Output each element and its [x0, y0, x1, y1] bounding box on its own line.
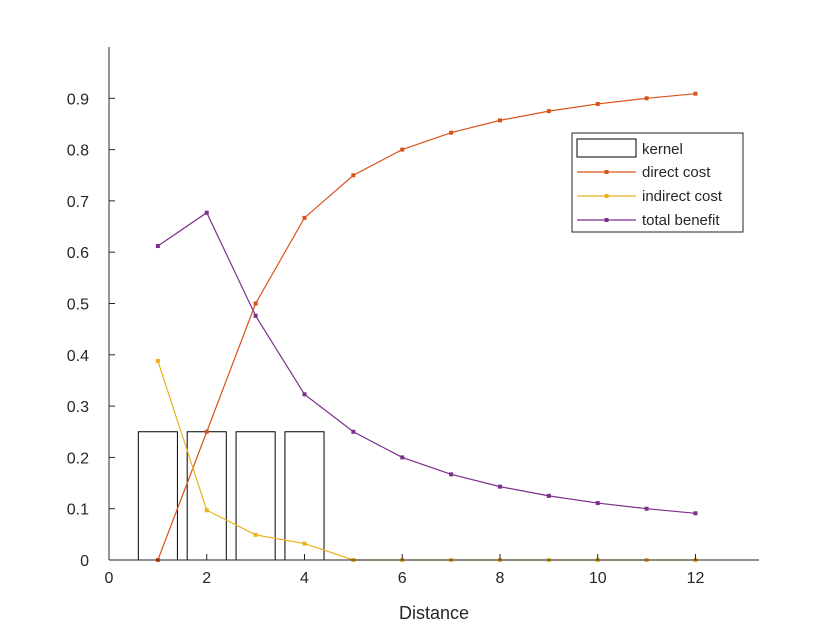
total-benefit-point: [302, 392, 307, 397]
legend-kernel-swatch: [576, 138, 637, 158]
kernel-bar: [235, 431, 276, 561]
direct-cost-point: [693, 91, 698, 96]
kernel-bars: [137, 431, 325, 561]
total-benefit-point: [693, 511, 698, 516]
y-tick-label: 0.3: [67, 399, 89, 416]
y-tick-label: 0.5: [67, 297, 89, 314]
total-benefit-point: [351, 429, 356, 434]
x-tick-label: 10: [589, 570, 607, 587]
total-benefit-point: [546, 493, 551, 498]
direct-cost-point: [644, 96, 649, 101]
legend-indirect-cost-marker: [604, 194, 609, 198]
legend-total-benefit-label: total benefit: [642, 212, 720, 229]
kernel-bar: [137, 431, 178, 561]
y-tick-label: 0.2: [67, 450, 89, 467]
direct-cost-point: [595, 101, 600, 106]
direct-cost-point: [497, 118, 502, 123]
x-tick-label: 2: [202, 570, 211, 587]
x-tick-label: 8: [496, 570, 505, 587]
x-axis-label: Distance: [399, 603, 469, 623]
total-benefit-point: [644, 506, 649, 511]
total-benefit-line: [157, 211, 696, 514]
direct-cost-point: [302, 215, 307, 220]
axes: [108, 47, 759, 561]
indirect-cost-line: [157, 360, 696, 561]
legend: kernel direct cost indirect cost total ben…: [571, 132, 744, 233]
legend-direct-cost-marker: [604, 170, 609, 174]
direct-cost-point: [253, 301, 258, 306]
direct-cost-point: [449, 130, 454, 135]
tick-labels: 0 2 4 6 8 10 12 0 0.1 0.2 0.3 0.4 0.5 0.6 0.7 0.8 0.9: [67, 91, 705, 587]
y-tick-label: 0.4: [67, 348, 89, 365]
indirect-cost-point: [204, 508, 209, 513]
kernel-bar: [186, 431, 227, 561]
y-tick-label: 0.1: [67, 502, 89, 519]
legend-indirect-cost-label: indirect cost: [642, 188, 723, 205]
total-benefit-point: [595, 501, 600, 506]
direct-cost-point: [204, 429, 209, 434]
indirect-cost-point: [155, 358, 160, 363]
x-tick-label: 12: [687, 570, 705, 587]
total-benefit-point: [204, 210, 209, 215]
total-benefit-point: [497, 484, 502, 489]
indirect-cost-point: [253, 532, 258, 537]
legend-kernel-label: kernel: [642, 141, 683, 158]
total-benefit-point: [253, 313, 258, 318]
direct-cost-point: [351, 173, 356, 178]
y-tick-label: 0.8: [67, 143, 89, 160]
x-tick-label: 0: [105, 570, 114, 587]
legend-total-benefit-marker: [604, 218, 609, 222]
y-tick-label: 0.6: [67, 245, 89, 262]
y-tick-label: 0.9: [67, 91, 89, 108]
direct-cost-point: [400, 147, 405, 152]
direct-cost-line: [157, 93, 696, 561]
legend-direct-cost-label: direct cost: [642, 164, 711, 181]
x-tick-label: 4: [300, 570, 309, 587]
total-benefit-point: [449, 472, 454, 477]
y-tick-label: 0: [80, 553, 89, 570]
direct-cost-point: [546, 109, 551, 114]
y-tick-label: 0.7: [67, 194, 89, 211]
total-benefit-point: [155, 244, 160, 249]
total-benefit-point: [400, 455, 405, 460]
indirect-cost-point: [302, 541, 307, 546]
x-tick-label: 6: [398, 570, 407, 587]
